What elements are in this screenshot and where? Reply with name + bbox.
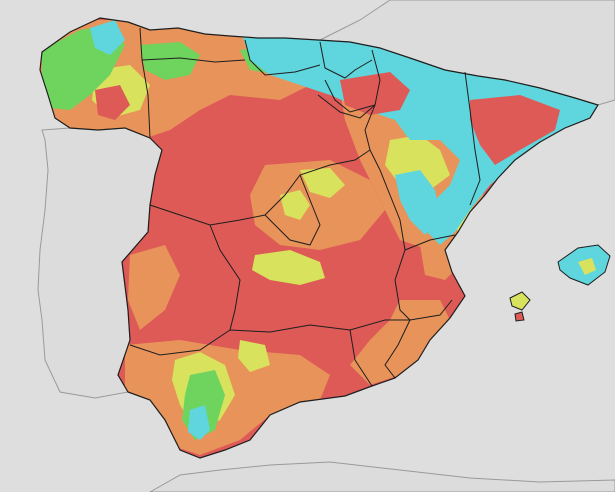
- border-castilla-leon-south: [149, 149, 371, 226]
- heat-red-ebro: [340, 72, 410, 115]
- border-castilla-lamancha-east: [394, 249, 411, 321]
- heat-cyan-south: [188, 405, 210, 440]
- heat-yellow-madrid: [280, 190, 310, 220]
- border-extremadura-east: [209, 224, 241, 331]
- heat-orange-southeast: [350, 300, 455, 385]
- border-valencia-murcia: [409, 299, 453, 321]
- border-aragon-catalonia: [464, 71, 481, 206]
- border-castilla-lamancha-south: [229, 319, 410, 333]
- balearic-islands: [509, 244, 611, 322]
- border-murcia: [384, 319, 411, 379]
- border-madrid: [264, 174, 321, 246]
- border-aragon-west: [364, 104, 406, 251]
- heat-red-galicia: [95, 85, 130, 120]
- mallorca-inland: [578, 258, 596, 275]
- border-navarra: [324, 49, 381, 113]
- heat-green-asturias: [140, 42, 200, 80]
- heat-yellow-centre: [252, 250, 325, 285]
- ibiza-island: [509, 291, 531, 311]
- heat-orange-west: [128, 245, 180, 330]
- heat-cyan-north: [240, 28, 598, 245]
- heat-cyan-galicia: [90, 20, 125, 55]
- border-galicia-castilla: [139, 27, 151, 139]
- border-extremadura-south: [129, 329, 231, 356]
- border-basque: [319, 41, 373, 79]
- region-borders: [129, 27, 481, 387]
- heat-cyan-east: [395, 170, 440, 235]
- africa-land: [148, 461, 615, 492]
- heat-red-catalonia: [470, 95, 560, 165]
- border-valencia-aragon: [404, 234, 456, 251]
- border-asturias-castilla: [141, 57, 246, 63]
- spain-outline: [39, 17, 599, 459]
- formentera-island: [514, 311, 525, 322]
- heat-yellow-south2: [238, 340, 270, 372]
- heat-orange-centre: [250, 160, 385, 250]
- border-cantabria: [244, 39, 321, 76]
- border-larioja: [317, 94, 376, 119]
- heat-yellow-cuenca: [300, 168, 345, 198]
- border-andalusia-murcia: [349, 329, 373, 387]
